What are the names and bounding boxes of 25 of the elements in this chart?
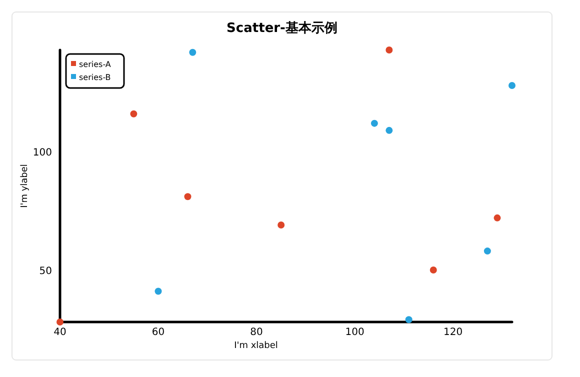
- x-tick-label: 40: [54, 327, 66, 338]
- y-axis-title: I'm ylabel: [20, 164, 30, 208]
- point: [278, 222, 285, 229]
- chart-title: Scatter-基本示例: [226, 21, 338, 36]
- point: [189, 48, 196, 56]
- point: [386, 126, 393, 134]
- x-tick-label: 120: [443, 327, 463, 338]
- legend-label: series-A: [79, 60, 112, 69]
- point: [484, 248, 491, 255]
- y-tick-label: 50: [39, 266, 52, 277]
- x-tick-label: 100: [345, 327, 364, 338]
- point: [154, 288, 162, 295]
- legend-label: series-B: [79, 73, 111, 82]
- point: [184, 193, 192, 200]
- x-axis-title: I'm xlabel: [234, 341, 278, 351]
- point: [386, 46, 393, 54]
- point: [508, 82, 516, 89]
- x-tick-label: 60: [152, 327, 165, 338]
- point: [56, 318, 64, 326]
- point: [130, 110, 138, 118]
- point: [405, 316, 412, 324]
- x-tick-label: 80: [250, 327, 263, 338]
- point: [430, 266, 437, 274]
- point: [370, 120, 378, 127]
- point: [494, 214, 501, 222]
